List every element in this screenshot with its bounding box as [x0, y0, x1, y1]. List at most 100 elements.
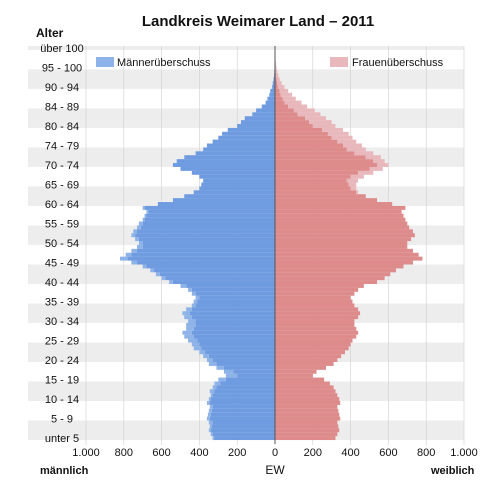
bar-female	[275, 330, 359, 335]
bar-male	[191, 330, 275, 335]
bar-female	[275, 412, 340, 417]
bar-male-surplus	[142, 205, 145, 210]
bar-male	[146, 213, 275, 218]
bar-male	[131, 252, 275, 257]
bar-male-surplus	[208, 420, 213, 425]
bar-male-surplus	[188, 287, 192, 292]
bar-male	[269, 92, 275, 97]
bar-male	[142, 241, 275, 246]
bar-female-surplus	[277, 81, 282, 86]
bar-male	[140, 225, 275, 230]
bar-male	[212, 358, 275, 363]
bar-male-surplus	[131, 248, 138, 253]
bar-female	[275, 280, 378, 285]
bar-female	[275, 385, 334, 390]
bar-female	[275, 436, 336, 441]
male-side-label: männlich	[40, 465, 89, 477]
bar-female	[275, 139, 338, 144]
bar-male	[201, 182, 275, 187]
bar-male-surplus	[138, 241, 143, 246]
age-tick-label: unter 5	[45, 433, 79, 445]
bar-female	[275, 350, 345, 355]
bar-female-surplus	[305, 116, 327, 121]
bar-female-surplus	[284, 100, 302, 105]
bar-female	[275, 311, 361, 316]
bar-male-surplus	[184, 334, 194, 339]
bar-female-surplus	[346, 178, 359, 183]
bar-female	[275, 260, 413, 265]
bar-male	[184, 194, 275, 199]
bar-female	[275, 116, 306, 121]
bar-female-surplus	[275, 61, 276, 66]
female-side-label: weiblich	[430, 465, 475, 477]
bar-female	[275, 334, 357, 339]
bar-male-surplus	[137, 244, 143, 249]
bar-female	[275, 124, 313, 128]
bar-female	[275, 225, 410, 230]
bar-female	[275, 268, 396, 273]
legend-male: Männerüberschuss	[96, 57, 211, 69]
bar-female	[275, 159, 374, 164]
bar-female-surplus	[322, 127, 344, 132]
bar-male	[218, 135, 275, 140]
bar-male	[146, 264, 275, 269]
age-tick-label: 45 - 49	[45, 258, 79, 270]
bar-female	[275, 424, 339, 429]
bar-female	[275, 229, 413, 234]
bar-male	[203, 178, 275, 183]
bar-male-surplus	[188, 338, 198, 343]
bar-male-surplus	[216, 365, 224, 370]
bar-female	[275, 213, 404, 218]
bar-female	[275, 155, 366, 160]
age-tick-label: 15 - 19	[45, 375, 79, 387]
bar-female	[275, 147, 347, 152]
bar-male	[157, 202, 275, 206]
age-tick-labels: unter 5 5 - 9 10 - 14 15 - 19 20 - 24 25 - 29…	[40, 43, 83, 445]
bar-male	[211, 424, 275, 429]
bar-male	[193, 334, 275, 339]
bar-female	[275, 127, 323, 132]
bar-male-surplus	[206, 358, 213, 363]
bar-female-surplus	[350, 174, 364, 179]
bar-male	[212, 432, 275, 437]
chart-title: Landkreis Weimarer Land – 2011	[142, 13, 374, 30]
bars	[120, 46, 423, 441]
bar-female	[275, 287, 359, 292]
bar-female	[275, 205, 406, 210]
bar-female-surplus	[346, 147, 366, 152]
bar-male	[199, 342, 275, 347]
bar-male	[211, 408, 275, 413]
bar-male-surplus	[133, 229, 138, 234]
bar-female	[275, 397, 340, 402]
bar-male-surplus	[203, 354, 209, 359]
bar-male-surplus	[188, 319, 196, 324]
bar-male	[142, 221, 275, 226]
bar-female	[275, 108, 294, 113]
bar-male	[195, 291, 275, 296]
bar-male	[193, 190, 275, 195]
bar-male	[216, 361, 275, 366]
bar-female-surplus	[343, 143, 362, 148]
x-tick-label: 1.000	[450, 447, 478, 459]
bar-female	[275, 194, 366, 199]
bar-male-surplus	[209, 424, 212, 429]
bar-female-surplus	[279, 88, 289, 93]
bar-female	[275, 202, 393, 206]
bar-female-surplus	[365, 155, 381, 160]
bar-female	[275, 166, 370, 171]
age-tick-label: 10 - 14	[45, 394, 79, 406]
bar-male-surplus	[120, 256, 128, 261]
bar-male	[197, 299, 275, 304]
bar-male	[199, 174, 275, 179]
bar-female	[275, 244, 408, 249]
bar-female-surplus	[297, 112, 321, 117]
bar-female	[275, 174, 351, 179]
bar-female	[275, 131, 328, 136]
bar-male	[195, 322, 275, 327]
legend-female-swatch	[330, 57, 348, 67]
bar-female	[275, 315, 359, 320]
age-tick-label: über 100	[40, 43, 83, 55]
bar-male-surplus	[210, 393, 213, 398]
bar-male-surplus	[131, 233, 136, 238]
bar-male-surplus	[137, 225, 141, 230]
